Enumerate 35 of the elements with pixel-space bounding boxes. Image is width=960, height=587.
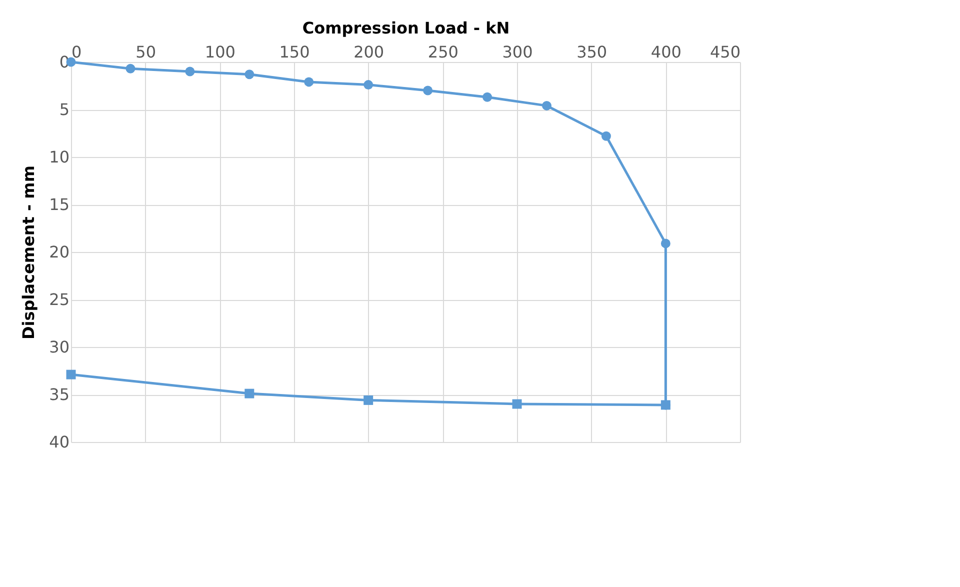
x-axis-title: Compression Load - kN (302, 18, 510, 38)
x-tick-label: 400 (650, 42, 682, 62)
point (66, 370, 76, 380)
point (660, 400, 670, 410)
y-tick-label: 10 (49, 148, 70, 166)
point (660, 238, 670, 248)
point (364, 80, 374, 90)
point (364, 395, 374, 405)
y-tick-label: 30 (49, 338, 70, 356)
y-tick-label: 25 (49, 290, 70, 309)
point (244, 388, 254, 398)
x-tick-label: 100 (204, 42, 236, 62)
point (512, 399, 522, 409)
point (244, 70, 254, 80)
x-tick-label: 0 (72, 42, 82, 62)
y-axis-title: Displacement - mm (19, 165, 38, 340)
y-tick-label: 20 (49, 242, 70, 262)
point (185, 66, 195, 76)
x-tick-label: 450 (710, 42, 740, 62)
y-tick-label: 35 (49, 385, 70, 404)
point (126, 64, 136, 74)
point (423, 86, 433, 96)
x-tick-label: 250 (428, 42, 458, 62)
point (304, 77, 314, 87)
point (542, 100, 552, 110)
point (482, 92, 492, 102)
y-tick-label: 5 (59, 100, 70, 119)
x-tick-label: 200 (354, 42, 384, 62)
x-tick-label: 50 (136, 42, 156, 62)
x-tick-label: 300 (502, 42, 533, 62)
y-tick-label: 15 (49, 195, 70, 214)
point (601, 131, 611, 141)
y-tick-label: 40 (49, 432, 70, 452)
x-tick-label: 350 (576, 42, 608, 62)
x-tick-label: 150 (279, 42, 310, 62)
